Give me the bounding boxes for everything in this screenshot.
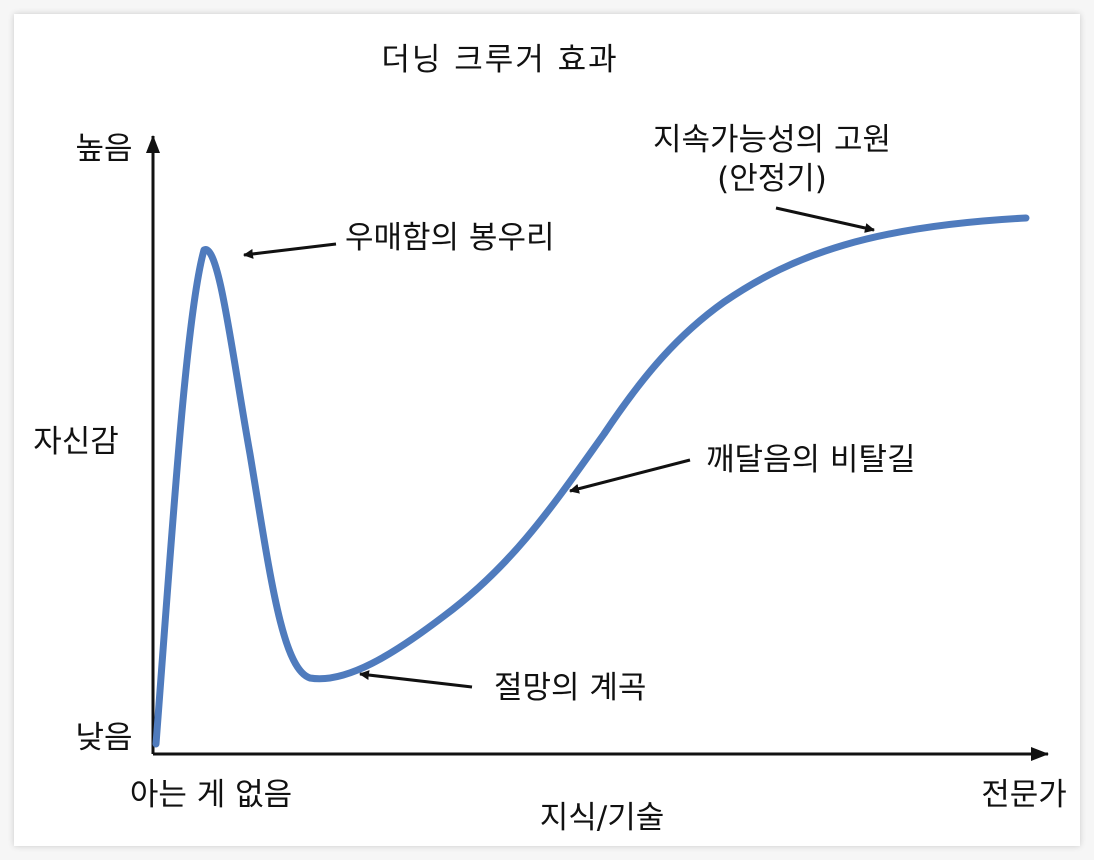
valley-annotation: 절망의 계곡 (494, 670, 646, 706)
valley-arrow (359, 670, 473, 689)
plateau-annotation-line1: 지속가능성의 고원 (653, 122, 891, 158)
x-axis-end-label: 전문가 (981, 777, 1067, 813)
y-axis-low-label: 낮음 (75, 720, 132, 756)
diagram-title: 더닝 크루거 효과 (381, 42, 618, 78)
slope-arrow (569, 458, 691, 494)
slope-annotation: 깨달음의 비탈길 (706, 442, 916, 478)
x-axis-start-label: 아는 게 없음 (130, 777, 292, 813)
peak-arrow (243, 242, 337, 259)
y-axis-label: 자신감 (33, 424, 119, 460)
diagram-frame: 더닝 크루거 효과 높음 자신감 낮음 아는 게 없음 지식/기술 전문가 우매… (14, 14, 1080, 846)
x-axis-label: 지식/기술 (540, 800, 665, 836)
y-axis-high-label: 높음 (75, 131, 132, 167)
plateau-annotation-line2: (안정기) (717, 161, 827, 197)
plateau-arrow (775, 206, 875, 233)
confidence-curve (152, 214, 1030, 748)
dunning-kruger-diagram: 더닝 크루거 효과 높음 자신감 낮음 아는 게 없음 지식/기술 전문가 우매… (33, 42, 1067, 836)
peak-annotation: 우매함의 봉우리 (345, 220, 555, 256)
